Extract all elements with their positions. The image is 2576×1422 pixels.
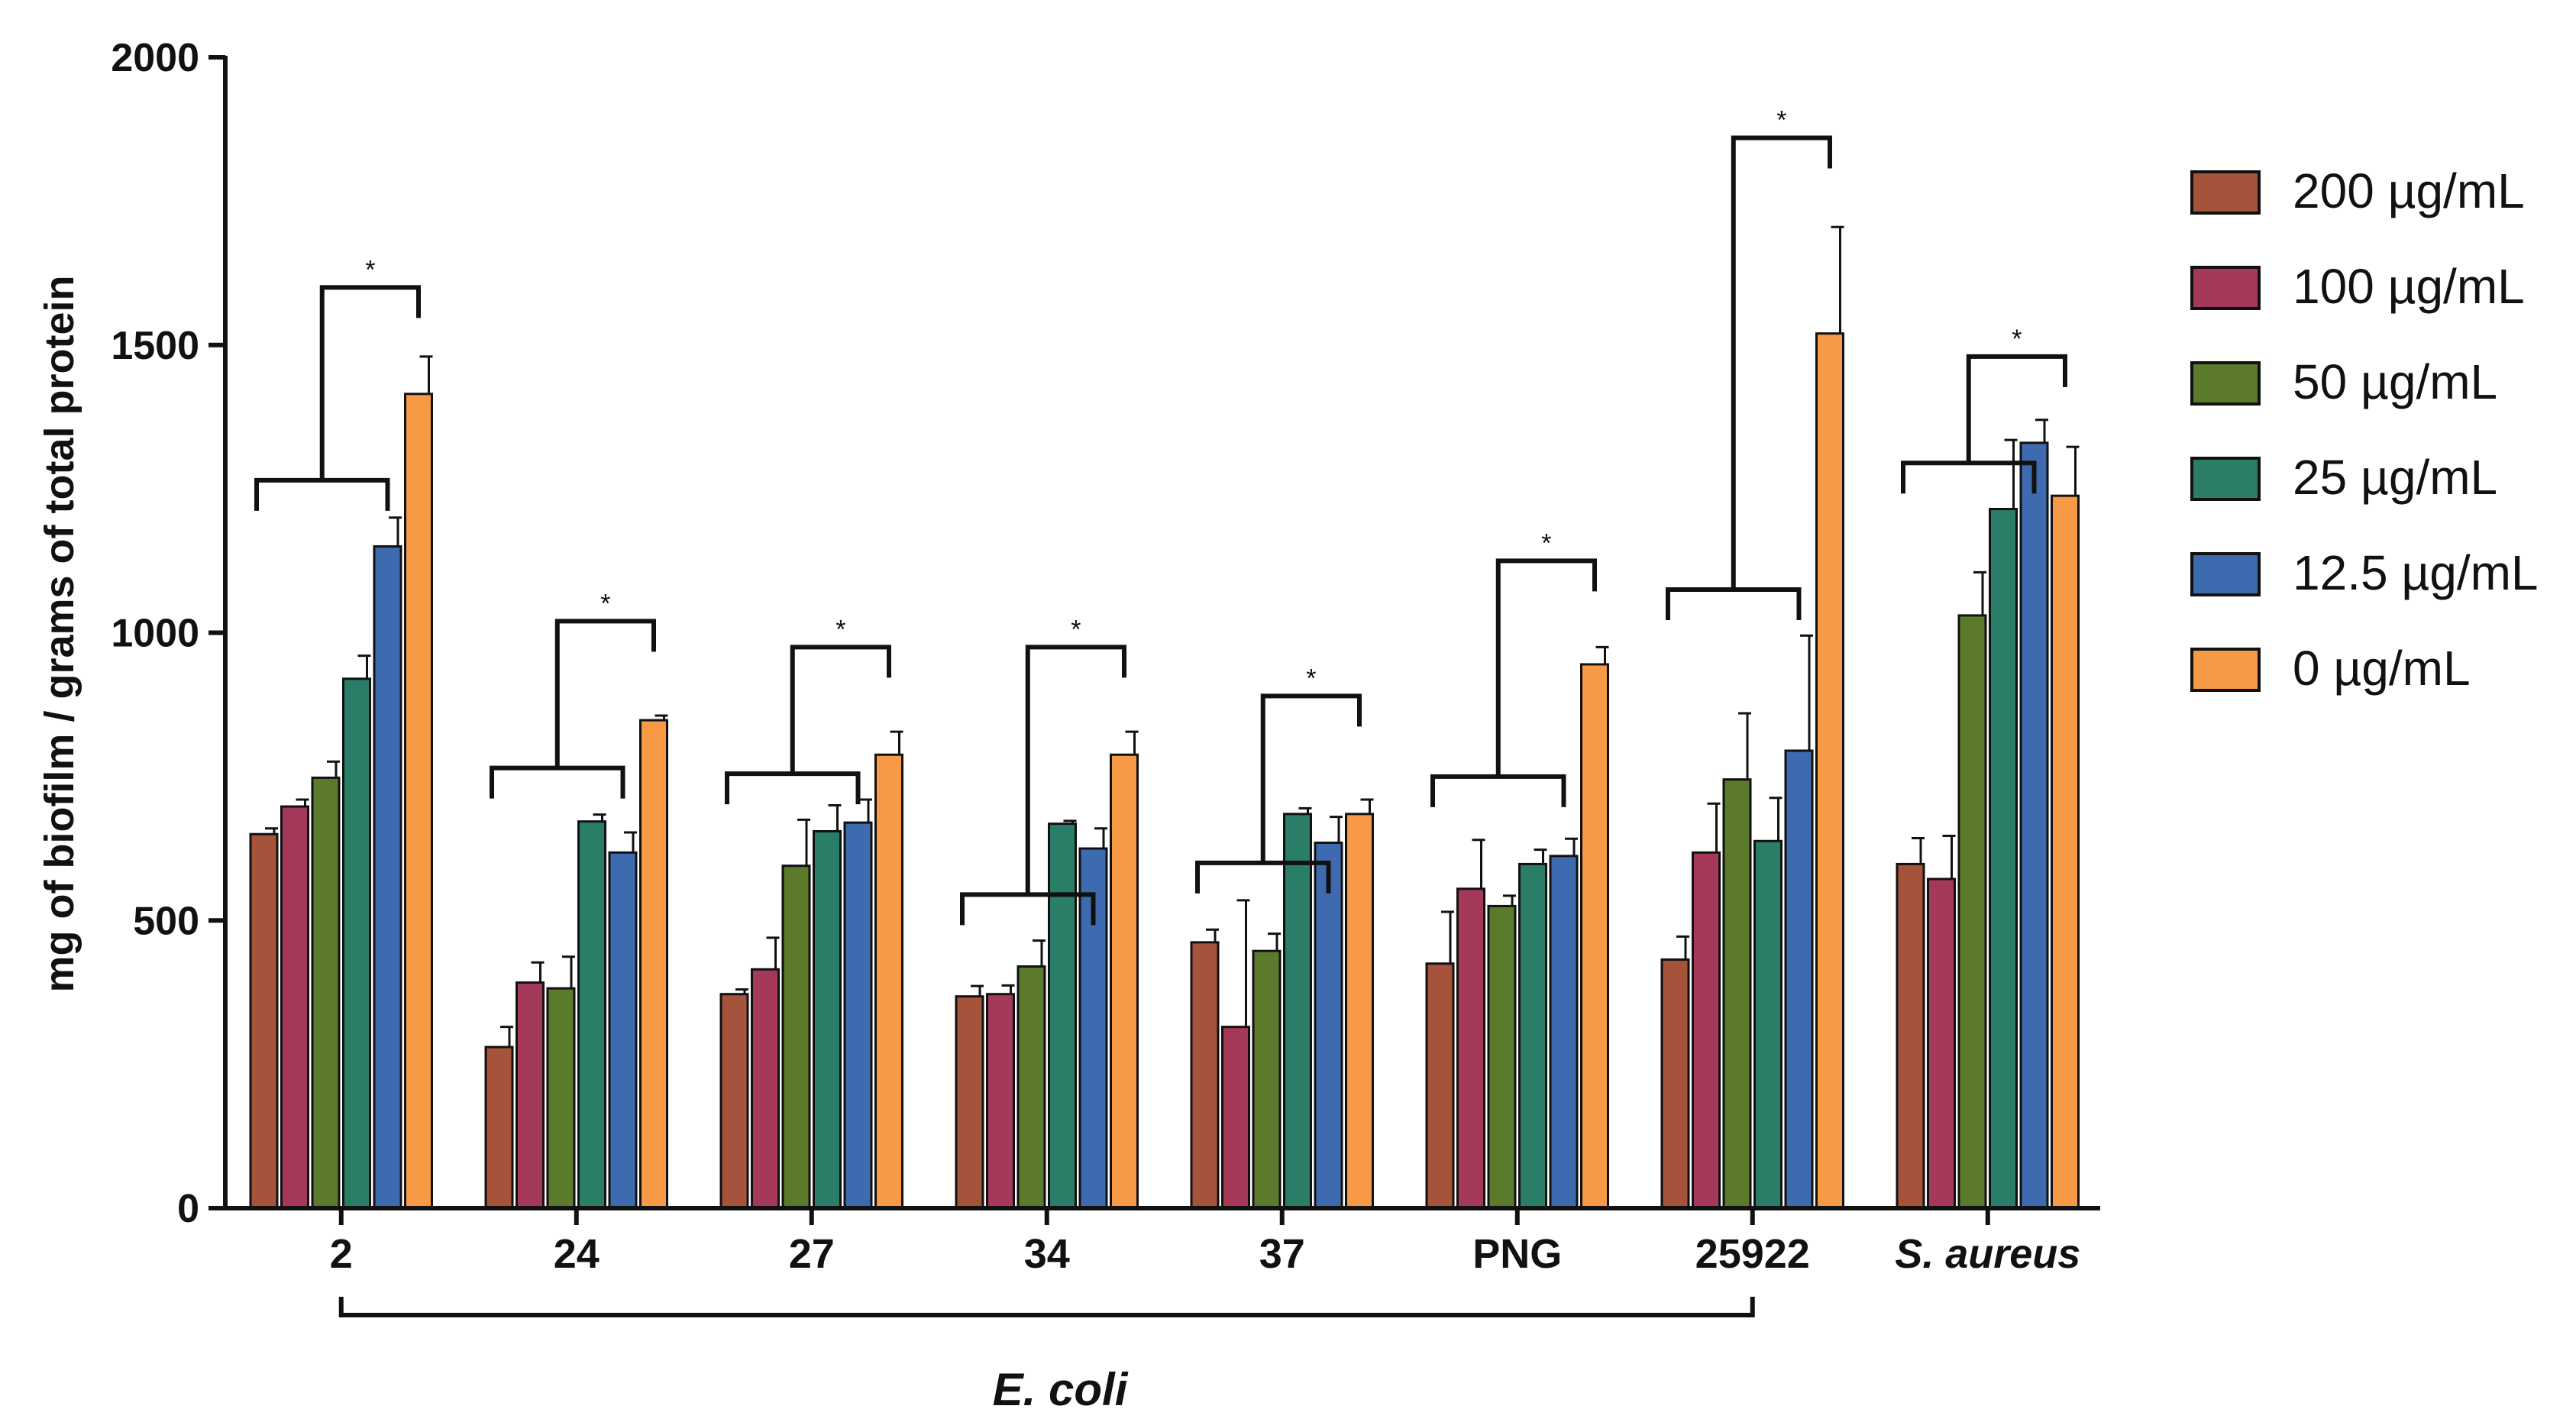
y-tick-label: 0 <box>177 1187 199 1231</box>
ecoli-group-bracket <box>338 1297 1755 1317</box>
significance-bracket-high <box>1495 558 1597 777</box>
significance-bracket-high <box>319 285 421 480</box>
significance-bracket-low <box>1430 774 1566 807</box>
bar <box>2019 441 2049 1210</box>
y-axis-title: mg of biofilm / grams of total protein <box>37 276 82 993</box>
significance-bracket-high <box>1731 135 1832 590</box>
bar <box>1110 753 1139 1210</box>
significance-star: * <box>1541 528 1551 557</box>
bar <box>404 393 433 1210</box>
bar <box>1815 332 1844 1210</box>
bar <box>342 677 371 1210</box>
significance-bracket-high <box>1966 354 2067 464</box>
y-tick-label: 1000 <box>111 612 199 656</box>
legend-swatch <box>2190 457 2261 501</box>
significance-bracket-low <box>490 765 625 799</box>
x-tick-label: 27 <box>789 1231 835 1277</box>
bar <box>1753 839 1783 1210</box>
significance-bracket-high <box>790 645 891 774</box>
bar <box>1190 941 1220 1210</box>
significance-bracket-low <box>254 477 390 511</box>
legend-swatch <box>2190 266 2261 310</box>
significance-star: * <box>365 255 375 284</box>
bar <box>1957 614 1987 1210</box>
legend-swatch <box>2190 552 2261 596</box>
bar <box>1425 962 1455 1210</box>
bar <box>781 865 811 1210</box>
bar <box>516 981 545 1210</box>
legend-label: 0 µg/mL <box>2293 641 2471 696</box>
ecoli-group-label: E. coli <box>993 1364 1129 1415</box>
legend-label: 12.5 µg/mL <box>2293 545 2539 600</box>
bar <box>280 805 309 1210</box>
y-tick-label: 2000 <box>111 36 199 80</box>
bar <box>639 719 668 1210</box>
bar <box>955 995 984 1210</box>
significance-star: * <box>836 615 845 644</box>
bar <box>1580 663 1609 1210</box>
bar <box>1927 877 1956 1210</box>
bar <box>843 821 873 1210</box>
y-tick-label: 500 <box>133 899 199 943</box>
bar <box>1456 887 1485 1210</box>
bar <box>1896 862 1925 1210</box>
bar <box>874 753 903 1210</box>
bar <box>1314 842 1343 1210</box>
bar <box>1692 851 1721 1210</box>
bar <box>1345 813 1374 1210</box>
bar <box>1221 1026 1250 1210</box>
legend-label: 25 µg/mL <box>2293 450 2497 505</box>
x-tick-label: 2 <box>330 1231 353 1277</box>
bar <box>986 993 1015 1210</box>
legend-label: 100 µg/mL <box>2293 259 2525 314</box>
bar <box>1722 778 1752 1210</box>
x-tick-label: PNG <box>1472 1231 1562 1277</box>
x-tick-label: 34 <box>1024 1231 1070 1277</box>
bar <box>719 993 749 1210</box>
significance-star: * <box>600 589 610 618</box>
x-tick-label: 24 <box>554 1231 600 1277</box>
legend-swatch <box>2190 361 2261 406</box>
bar <box>1784 749 1814 1210</box>
bar <box>311 776 341 1210</box>
bar <box>1048 822 1077 1210</box>
legend-swatch <box>2190 170 2261 215</box>
y-tick-label: 1500 <box>111 324 199 368</box>
bar <box>1518 862 1547 1210</box>
legend-label: 200 µg/mL <box>2293 163 2525 218</box>
bar <box>751 968 780 1210</box>
bar <box>373 545 402 1210</box>
significance-star: * <box>2012 325 2022 354</box>
bar <box>1252 949 1282 1210</box>
bar <box>1017 965 1046 1210</box>
significance-bracket-low <box>725 771 861 805</box>
bar <box>577 820 606 1210</box>
significance-star: * <box>1306 664 1316 693</box>
significance-star: * <box>1071 615 1081 644</box>
bar <box>1989 507 2018 1210</box>
significance-bracket-high <box>1260 693 1362 863</box>
significance-star: * <box>1776 105 1786 134</box>
bar <box>1487 904 1517 1210</box>
significance-bracket-low <box>1901 461 2037 494</box>
bar <box>1549 855 1579 1210</box>
bar <box>1660 958 1690 1210</box>
bar <box>546 987 576 1210</box>
bar <box>1283 813 1312 1210</box>
significance-bracket-high <box>554 619 656 768</box>
bar <box>2051 494 2080 1210</box>
legend-label: 50 µg/mL <box>2293 354 2497 409</box>
x-tick-label: 25922 <box>1695 1231 1810 1277</box>
bar <box>484 1045 514 1210</box>
bar <box>813 829 842 1210</box>
bar <box>608 851 638 1210</box>
x-tick-label: 37 <box>1259 1231 1305 1277</box>
legend-swatch <box>2190 648 2261 692</box>
significance-bracket-high <box>1025 645 1126 895</box>
significance-bracket-low <box>1666 587 1802 620</box>
bar <box>249 832 279 1210</box>
x-tick-label: S. aureus <box>1895 1231 2080 1277</box>
